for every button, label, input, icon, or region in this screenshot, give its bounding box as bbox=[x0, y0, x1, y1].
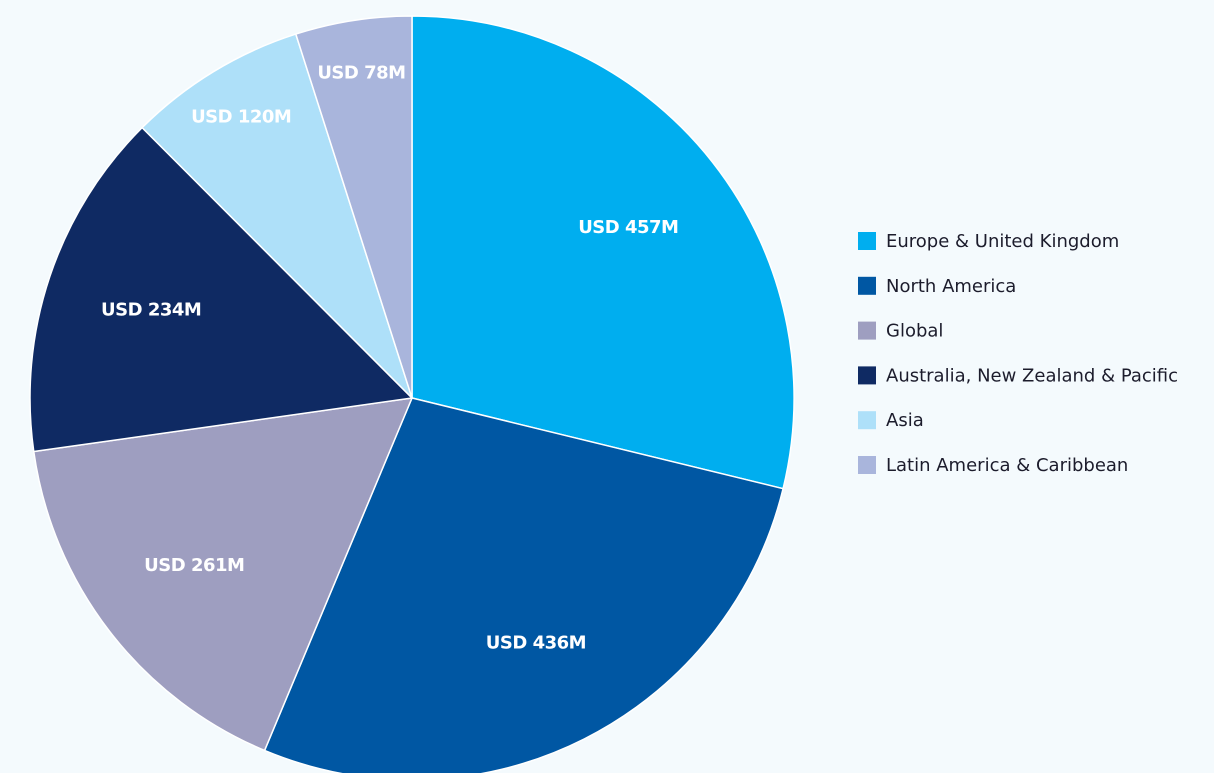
data-label: USD 457M bbox=[578, 217, 678, 238]
data-label: USD 78M bbox=[317, 62, 405, 83]
legend-label: Australia, New Zealand & Pacific bbox=[886, 365, 1178, 386]
pie-slice bbox=[32, 397, 414, 752]
legend-swatch bbox=[858, 411, 876, 430]
legend-swatch bbox=[858, 276, 876, 295]
legend-label: Europe & United Kingdom bbox=[886, 231, 1119, 252]
pie-slice bbox=[294, 15, 413, 399]
legend-label: Global bbox=[886, 321, 943, 342]
pie-slice bbox=[411, 15, 795, 490]
pie-slice bbox=[141, 33, 413, 399]
legend-swatch bbox=[858, 232, 876, 250]
legend-swatch bbox=[858, 321, 876, 340]
legend-swatch bbox=[858, 456, 876, 474]
pie-slice bbox=[263, 397, 784, 773]
data-label: USD 120M bbox=[191, 106, 291, 127]
legend-label: Asia bbox=[886, 410, 924, 431]
data-label: USD 234M bbox=[101, 300, 201, 321]
data-label: USD 436M bbox=[486, 633, 586, 654]
legend-label: North America bbox=[886, 276, 1016, 297]
data-labels: USD 457M USD 436M USD 261M USD 234M USD 120M… bbox=[101, 62, 679, 654]
pie bbox=[29, 15, 795, 773]
legend-label: Latin America & Caribbean bbox=[886, 455, 1128, 476]
data-label: USD 261M bbox=[144, 555, 244, 576]
pie-slice bbox=[29, 126, 414, 453]
legend-swatch bbox=[858, 366, 876, 385]
legend: Europe & United Kingdom North America Glob… bbox=[858, 231, 1178, 476]
